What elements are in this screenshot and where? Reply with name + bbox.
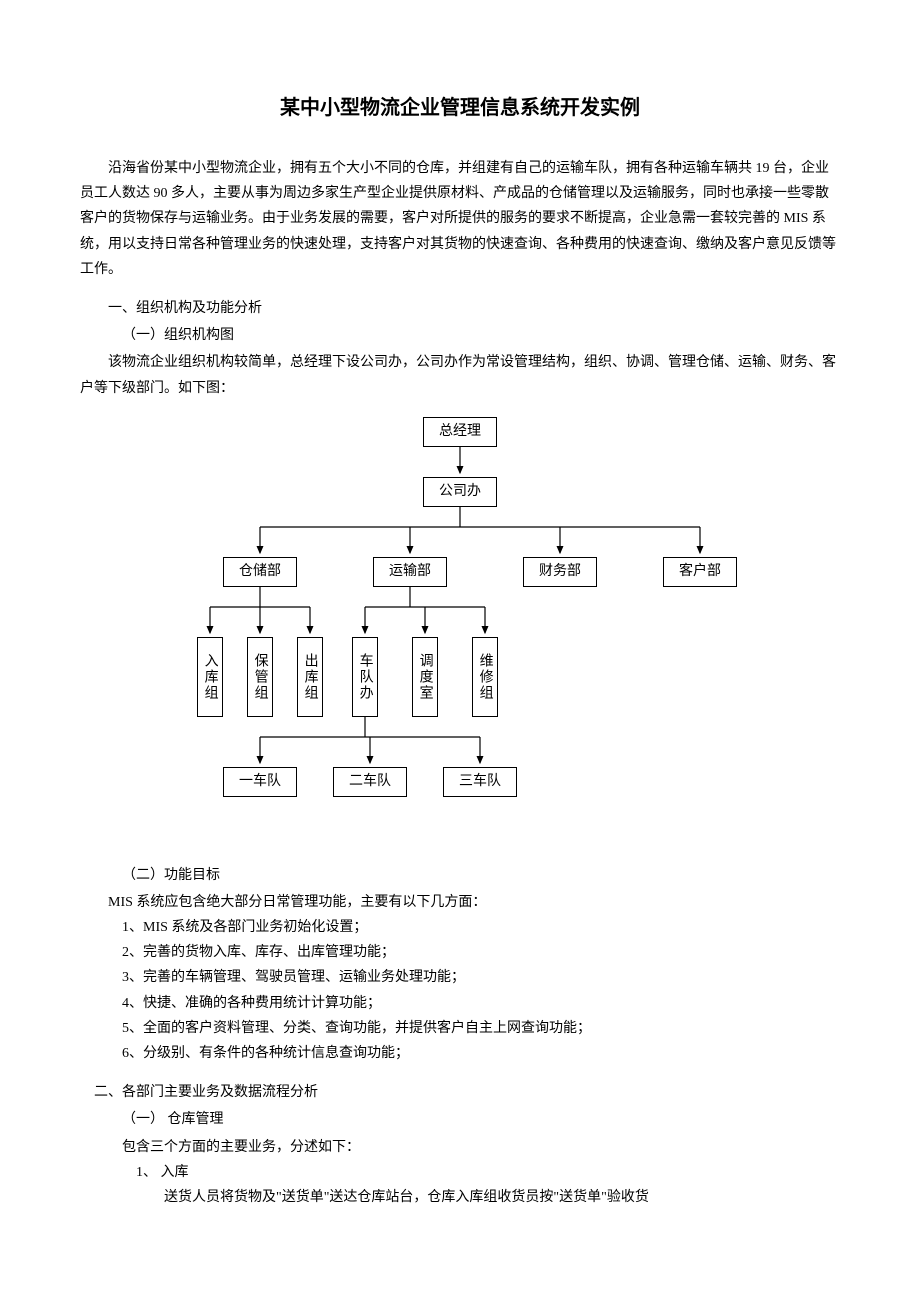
section1-heading: 一、组织机构及功能分析 xyxy=(80,296,840,321)
section1-sub2-intro: MIS 系统应包含绝大部分日常管理功能，主要有以下几方面： xyxy=(80,890,840,915)
org-node-maintenance-group: 维修组 xyxy=(472,637,498,717)
intro-paragraph: 沿海省份某中小型物流企业，拥有五个大小不同的仓库，并组建有自己的运输车队，拥有各… xyxy=(80,156,840,282)
org-node-ceo: 总经理 xyxy=(423,417,497,447)
org-node-warehouse-dept: 仓储部 xyxy=(223,557,297,587)
func-item-2: 2、完善的货物入库、库存、出库管理功能； xyxy=(80,940,840,965)
org-node-transport-dept: 运输部 xyxy=(373,557,447,587)
section2-item1-text: 送货人员将货物及"送货单"送达仓库站台，仓库入库组收货员按"送货单"验收货 xyxy=(80,1185,840,1210)
org-node-finance-dept: 财务部 xyxy=(523,557,597,587)
section2-item1-heading: 1、 入库 xyxy=(80,1160,840,1185)
section2-sub1-heading: （一） 仓库管理 xyxy=(80,1107,840,1132)
section1-sub1-heading: （一）组织机构图 xyxy=(80,323,840,348)
section1-sub2-heading: （二）功能目标 xyxy=(80,863,840,888)
org-node-team2: 二车队 xyxy=(333,767,407,797)
org-node-office: 公司办 xyxy=(423,477,497,507)
func-item-5: 5、全面的客户资料管理、分类、查询功能，并提供客户自主上网查询功能； xyxy=(80,1016,840,1041)
func-item-3: 3、完善的车辆管理、驾驶员管理、运输业务处理功能； xyxy=(80,965,840,990)
org-node-customer-dept: 客户部 xyxy=(663,557,737,587)
org-node-inbound-group: 入库组 xyxy=(197,637,223,717)
org-node-team3: 三车队 xyxy=(443,767,517,797)
org-node-fleet-office: 车队办 xyxy=(352,637,378,717)
page-title: 某中小型物流企业管理信息系统开发实例 xyxy=(80,90,840,126)
section2-sub1-intro: 包含三个方面的主要业务，分述如下： xyxy=(80,1135,840,1160)
func-item-4: 4、快捷、准确的各种费用统计计算功能； xyxy=(80,991,840,1016)
func-item-1: 1、MIS 系统及各部门业务初始化设置； xyxy=(80,915,840,940)
func-item-6: 6、分级别、有条件的各种统计信息查询功能； xyxy=(80,1041,840,1066)
org-node-storage-group: 保管组 xyxy=(247,637,273,717)
org-node-team1: 一车队 xyxy=(223,767,297,797)
org-chart: 总经理 公司办 仓储部 运输部 财务部 客户部 入库组 保管组 出库组 车队办 … xyxy=(160,417,760,847)
org-node-dispatch-room: 调度室 xyxy=(412,637,438,717)
section2-heading: 二、各部门主要业务及数据流程分析 xyxy=(80,1080,840,1105)
org-node-outbound-group: 出库组 xyxy=(297,637,323,717)
section1-sub1-text: 该物流企业组织机构较简单，总经理下设公司办，公司办作为常设管理结构，组织、协调、… xyxy=(80,350,840,400)
